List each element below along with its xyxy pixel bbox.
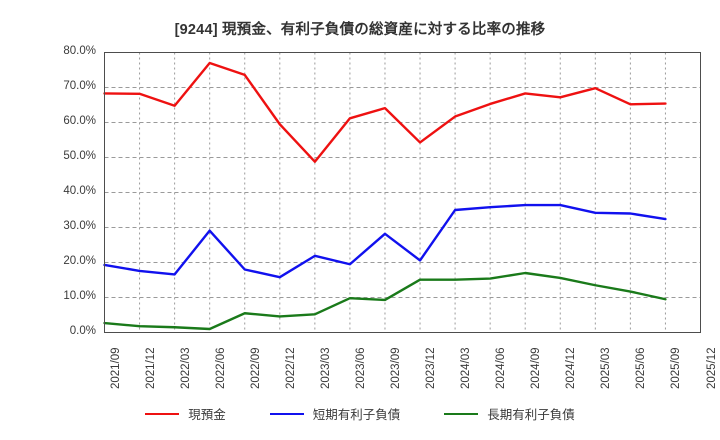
legend-label: 短期有利子負債 <box>312 408 401 422</box>
chart-title: [9244] 現預金、有利子負債の総資産に対する比率の推移 <box>174 22 546 38</box>
legend-line-swatch <box>145 412 180 415</box>
x-axis-tick-label: 2022/06 <box>214 346 227 389</box>
series-line <box>103 61 667 163</box>
x-axis-tick-label: 2022/12 <box>284 346 297 389</box>
legend-item[interactable]: 現預金 <box>145 404 226 423</box>
y-axis-tick-label: 0.0% <box>69 325 96 337</box>
x-axis-tick-label: 2022/03 <box>179 346 192 389</box>
x-axis-tick-label: 2025/03 <box>600 346 613 389</box>
y-axis-tick-label: 10.0% <box>63 290 96 302</box>
y-axis-tick-label: 40.0% <box>63 185 96 197</box>
series-lines <box>103 61 667 331</box>
y-axis-tick-label: 30.0% <box>63 220 96 232</box>
chart-legend: 現預金 短期有利子負債 長期有利子負債 <box>0 404 720 423</box>
legend-label: 長期有利子負債 <box>487 408 575 422</box>
legend-line-swatch <box>444 412 479 415</box>
x-axis-tick-label: 2025/12 <box>705 346 718 389</box>
y-axis-tick-label: 20.0% <box>63 255 96 267</box>
x-axis-tick-label: 2025/09 <box>670 346 683 389</box>
x-axis-tick-label: 2023/03 <box>319 346 332 389</box>
plot-frame <box>104 52 701 333</box>
y-axis-tick-label: 60.0% <box>63 115 96 127</box>
x-axis-tick-label: 2023/09 <box>389 346 402 389</box>
legend-item[interactable]: 長期有利子負債 <box>444 404 575 423</box>
x-axis-tick-label: 2021/09 <box>109 346 122 389</box>
series-line <box>103 203 667 279</box>
y-axis-tick-label: 80.0% <box>63 45 96 57</box>
y-axis-tick-label: 50.0% <box>63 150 96 162</box>
x-axis-tick-label: 2024/03 <box>460 346 473 389</box>
y-axis-tick-label: 70.0% <box>63 80 96 92</box>
x-axis-tick-label: 2024/06 <box>495 346 508 389</box>
x-axis-tick-label: 2022/09 <box>249 346 262 389</box>
x-axis-tick-label: 2024/12 <box>565 346 578 389</box>
legend-label: 現預金 <box>188 408 226 422</box>
x-axis-tick-label: 2025/06 <box>635 346 648 389</box>
x-axis-tick-label: 2024/09 <box>530 346 543 389</box>
legend-item[interactable]: 短期有利子負債 <box>269 404 401 423</box>
x-axis-tick-label: 2023/06 <box>354 346 367 389</box>
legend-line-swatch <box>269 412 304 415</box>
x-axis-tick-label: 2023/12 <box>425 346 438 389</box>
x-axis-tick-label: 2021/12 <box>144 346 157 389</box>
series-line <box>103 271 667 331</box>
